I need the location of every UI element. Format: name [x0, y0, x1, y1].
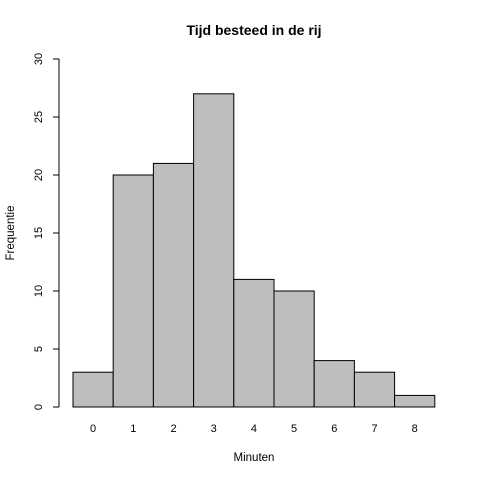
x-tick-label: 5 — [291, 423, 297, 435]
bars-group — [72, 93, 436, 408]
bar-1 — [112, 174, 154, 408]
x-tick-label: 8 — [412, 423, 418, 435]
y-tick-label: 25 — [33, 111, 45, 123]
y-tick-label: 0 — [33, 404, 45, 410]
y-tick-label: 5 — [33, 346, 45, 352]
y-axis: 0 5 10 15 20 25 30 — [33, 53, 60, 410]
x-tick-label: 4 — [251, 423, 257, 435]
y-tick-label: 15 — [33, 227, 45, 239]
bar-0 — [72, 371, 114, 408]
x-tick-label: 1 — [130, 423, 136, 435]
y-axis-label: Frequentie — [5, 206, 17, 261]
y-tick-label: 20 — [33, 169, 45, 181]
bar-5 — [273, 290, 315, 408]
x-tick-labels: 0 1 2 3 4 5 6 7 8 — [90, 423, 418, 435]
x-tick-label: 6 — [331, 423, 337, 435]
bar-2 — [152, 162, 195, 408]
x-tick-label: 3 — [211, 423, 217, 435]
x-tick-label: 0 — [90, 423, 96, 435]
y-tick-label: 10 — [33, 285, 45, 297]
bar-4 — [233, 278, 275, 408]
x-tick-label: 7 — [371, 423, 377, 435]
bar-7 — [353, 371, 396, 408]
bar-3 — [193, 93, 235, 408]
chart-title: Tijd besteed in de rij — [186, 22, 321, 38]
y-tick-label: 30 — [33, 53, 45, 65]
x-tick-label: 2 — [170, 423, 176, 435]
bar-6 — [313, 360, 355, 408]
bar-8 — [394, 394, 436, 408]
x-axis-label: Minuten — [234, 452, 275, 464]
